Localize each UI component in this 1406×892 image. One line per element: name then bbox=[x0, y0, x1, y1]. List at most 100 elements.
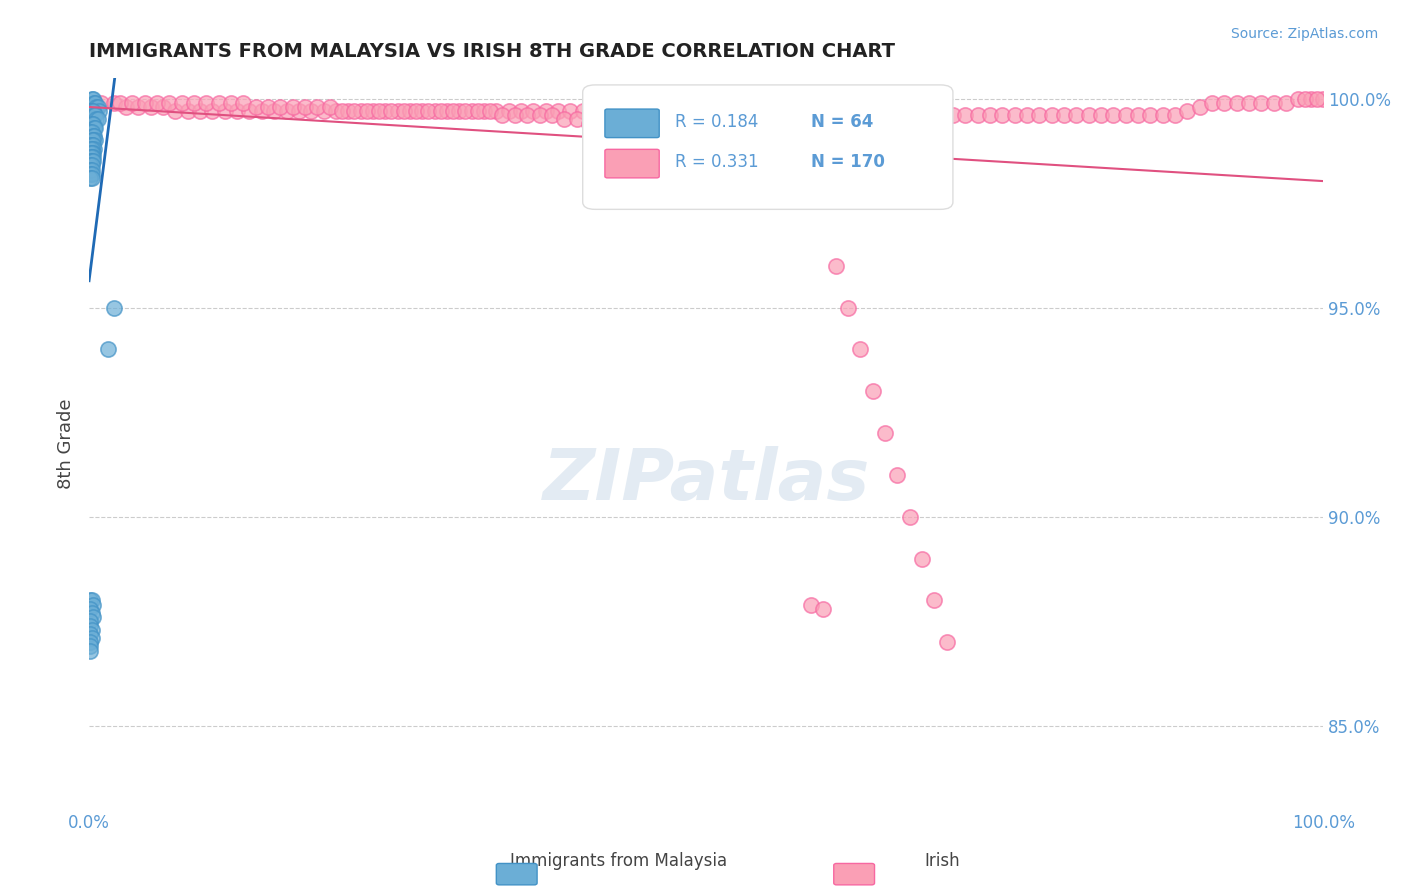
Point bbox=[904, 108, 927, 122]
Point bbox=[82, 154, 104, 169]
Point bbox=[288, 103, 311, 118]
Point bbox=[849, 343, 872, 357]
Point bbox=[79, 150, 101, 164]
Point bbox=[82, 91, 104, 105]
Point bbox=[79, 643, 101, 657]
Point bbox=[82, 103, 104, 118]
Text: N = 170: N = 170 bbox=[811, 153, 884, 170]
Point bbox=[177, 103, 200, 118]
Point bbox=[356, 103, 378, 118]
Point bbox=[387, 103, 409, 118]
Point bbox=[83, 129, 105, 144]
Point bbox=[1213, 95, 1236, 110]
Point bbox=[671, 103, 693, 118]
Point bbox=[911, 551, 934, 566]
Point bbox=[337, 103, 360, 118]
Point bbox=[725, 154, 748, 169]
Point bbox=[578, 117, 600, 131]
Point bbox=[80, 142, 103, 156]
Point bbox=[824, 259, 846, 273]
Point bbox=[979, 108, 1001, 122]
Point bbox=[441, 103, 464, 118]
Point bbox=[115, 100, 138, 114]
Point bbox=[214, 103, 236, 118]
Point bbox=[831, 108, 853, 122]
Point bbox=[676, 137, 699, 152]
Point bbox=[529, 108, 551, 122]
Point bbox=[108, 95, 131, 110]
Point bbox=[893, 108, 915, 122]
Point bbox=[862, 384, 884, 399]
Point bbox=[609, 103, 631, 118]
Point bbox=[79, 103, 101, 118]
Point bbox=[429, 103, 451, 118]
Point bbox=[307, 100, 329, 114]
Point bbox=[86, 112, 108, 127]
Point bbox=[79, 615, 101, 629]
Point bbox=[898, 509, 921, 524]
Point bbox=[97, 343, 120, 357]
Point bbox=[769, 108, 792, 122]
Point bbox=[269, 100, 291, 114]
Point bbox=[361, 103, 384, 118]
Point bbox=[79, 145, 101, 160]
Point bbox=[1177, 103, 1199, 118]
Point bbox=[80, 154, 103, 169]
Point bbox=[90, 95, 112, 110]
Point bbox=[1188, 100, 1211, 114]
Point bbox=[79, 167, 101, 181]
Point bbox=[84, 108, 107, 122]
Point bbox=[82, 137, 104, 152]
Point bbox=[84, 133, 107, 147]
Point bbox=[560, 103, 582, 118]
Point bbox=[139, 100, 162, 114]
Point bbox=[955, 108, 977, 122]
Point bbox=[713, 150, 735, 164]
Point bbox=[689, 142, 711, 156]
Point bbox=[80, 631, 103, 645]
Point bbox=[411, 103, 433, 118]
Point bbox=[368, 103, 391, 118]
Point bbox=[80, 117, 103, 131]
Point bbox=[80, 606, 103, 620]
Point bbox=[80, 158, 103, 172]
Point bbox=[80, 623, 103, 637]
Point bbox=[886, 467, 908, 482]
Point bbox=[238, 103, 260, 118]
Point bbox=[79, 125, 101, 139]
Point bbox=[80, 103, 103, 118]
Point bbox=[449, 103, 471, 118]
Point bbox=[263, 103, 285, 118]
Point bbox=[294, 100, 316, 114]
Point bbox=[226, 103, 249, 118]
Point bbox=[645, 103, 668, 118]
Point bbox=[935, 635, 957, 649]
Point bbox=[682, 103, 704, 118]
Point bbox=[405, 103, 427, 118]
Point bbox=[1066, 108, 1088, 122]
Point bbox=[1312, 91, 1334, 105]
Point bbox=[312, 103, 335, 118]
Point bbox=[86, 100, 108, 114]
FancyBboxPatch shape bbox=[605, 149, 659, 178]
Point bbox=[806, 108, 828, 122]
Point bbox=[319, 100, 342, 114]
Point bbox=[208, 95, 231, 110]
Point bbox=[170, 95, 193, 110]
Point bbox=[1040, 108, 1063, 122]
Point bbox=[720, 103, 742, 118]
Point bbox=[84, 120, 107, 135]
Point bbox=[1115, 108, 1137, 122]
Point bbox=[82, 150, 104, 164]
Point bbox=[1306, 91, 1329, 105]
Point bbox=[299, 103, 322, 118]
Point bbox=[257, 100, 280, 114]
Point bbox=[873, 426, 896, 441]
Point bbox=[818, 108, 841, 122]
Point bbox=[245, 100, 267, 114]
Point bbox=[1288, 91, 1310, 105]
Point bbox=[418, 103, 440, 118]
Point bbox=[79, 158, 101, 172]
Point bbox=[80, 593, 103, 607]
Point bbox=[79, 640, 101, 654]
